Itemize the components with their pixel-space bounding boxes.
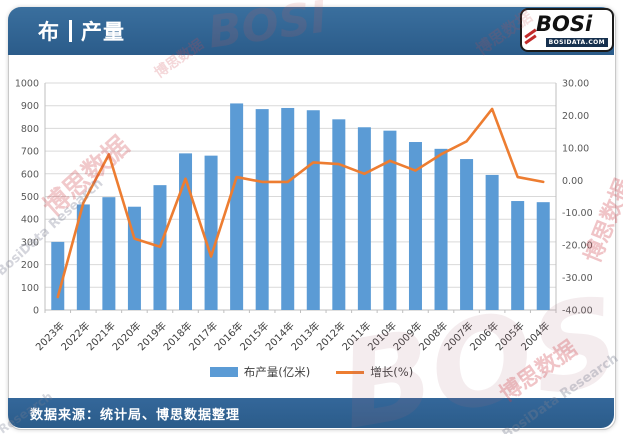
bar-2007年: [460, 159, 474, 310]
right-axis-tick: -20.00: [562, 241, 593, 252]
left-axis-tick: 800: [21, 124, 39, 135]
left-axis-tick: 600: [21, 169, 39, 180]
bar-2008年: [434, 148, 448, 310]
bar-2020年: [127, 206, 141, 310]
right-axis-tick: 0.00: [562, 176, 583, 187]
right-axis-tick: -10.00: [562, 208, 593, 219]
bar-2017年: [204, 155, 218, 310]
bar-2015年: [255, 109, 269, 310]
header-banner: 布 产量: [8, 7, 614, 55]
bar-2014年: [281, 107, 295, 310]
bar-swatch-icon: [209, 367, 238, 377]
bar-2022年: [76, 204, 90, 310]
right-axis-tick: 20.00: [562, 111, 589, 122]
left-axis-tick: 900: [21, 101, 39, 112]
legend-label-growth: 增长(%): [370, 365, 414, 379]
left-axis-tick: 300: [21, 237, 39, 248]
bar-2011年: [357, 127, 371, 310]
left-axis-tick: 1000: [15, 79, 39, 90]
line-swatch-icon: [336, 370, 365, 374]
growth-line: [56, 107, 545, 299]
footer-banner: 数据来源：统计局、博思数据整理: [8, 398, 614, 428]
legend-label-production: 布产量(亿米): [243, 365, 311, 379]
title-separator: [69, 20, 72, 42]
bar-2005年: [511, 201, 525, 310]
left-axis-tick: 400: [21, 215, 39, 226]
bar-2012年: [332, 119, 346, 310]
right-axis-tick: -30.00: [562, 273, 593, 284]
bar-2016年: [230, 103, 244, 311]
right-axis-tick: 30.00: [562, 79, 589, 90]
page-title: 布 产量: [38, 16, 125, 46]
legend-item-production: 布产量(亿米): [209, 364, 311, 380]
x-axis-label-2004年: 2004年: [518, 319, 552, 353]
bar-2021年: [102, 197, 116, 310]
bar-2010年: [383, 130, 397, 310]
right-axis-tick: 10.00: [562, 143, 589, 154]
logo-site-label: BOSIDATA.COM: [545, 38, 608, 47]
left-axis-tick: 200: [21, 260, 39, 271]
left-axis-tick: 100: [21, 283, 39, 294]
production-chart: 1000900800700600500400300200100030.0020.…: [15, 79, 593, 354]
page-title-right: 产量: [81, 20, 125, 44]
left-axis-tick: 700: [21, 147, 39, 158]
page-title-left: 布: [38, 20, 60, 44]
data-source-text: 数据来源：统计局、博思数据整理: [30, 407, 241, 423]
bar-2009年: [408, 142, 422, 310]
bar-2006年: [485, 174, 499, 310]
bar-2023年: [51, 241, 65, 310]
left-axis-tick: 0: [33, 306, 39, 317]
legend-item-growth: 增长(%): [336, 364, 413, 380]
chart-legend: 布产量(亿米) 增长(%): [0, 364, 623, 380]
bosi-logo: BOSi BOSIDATA.COM: [520, 8, 614, 52]
right-axis-tick: -40.00: [562, 306, 593, 317]
bar-2013年: [306, 110, 320, 310]
logo-wordmark: BOSi: [536, 12, 593, 36]
left-axis-tick: 500: [21, 192, 39, 203]
bar-2018年: [179, 153, 193, 310]
bar-2004年: [536, 202, 550, 310]
